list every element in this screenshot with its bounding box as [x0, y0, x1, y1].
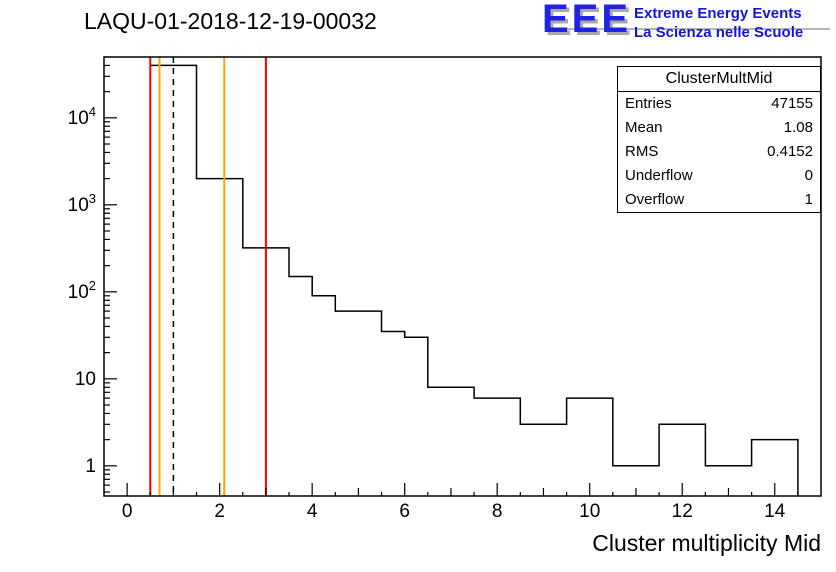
stats-label: Entries [625, 95, 672, 112]
svg-text:10: 10 [579, 501, 600, 522]
stats-value: 0 [804, 167, 813, 184]
svg-text:12: 12 [672, 501, 693, 522]
axis-tick-labels: 0 2 4 6 8 10 12 14 1 10 102 103 104 [68, 104, 786, 522]
marker-lines [149, 57, 267, 496]
svg-text:104: 104 [68, 104, 96, 129]
stats-box: ClusterMultMid Entries 47155 Mean 1.08 R… [617, 66, 821, 213]
stats-label: Mean [625, 119, 663, 136]
stats-box-title: ClusterMultMid [618, 67, 820, 92]
logo-subtitles: Extreme Energy Events La Scienza nelle S… [634, 4, 803, 43]
stats-row-underflow: Underflow 0 [618, 164, 820, 188]
svg-text:102: 102 [68, 278, 96, 303]
histogram-line [149, 64, 799, 496]
logo-subtitle-en: Extreme Energy Events [634, 5, 802, 22]
axis-ticks [104, 56, 799, 496]
eee-logo-text: EEE [542, 0, 632, 41]
eee-logo: EEE Extreme Energy Events La Scienza nel… [542, 0, 834, 47]
stats-value: 47155 [771, 95, 813, 112]
stats-value: 0.4152 [767, 143, 813, 160]
x-axis-title: Cluster multiplicity Mid [592, 530, 821, 556]
svg-text:4: 4 [307, 501, 318, 522]
stats-label: RMS [625, 143, 659, 160]
svg-text:1: 1 [85, 456, 96, 477]
stats-label: Underflow [625, 167, 693, 184]
plot-title: LAQU-01-2018-12-19-00032 [84, 8, 377, 34]
plot-frame [103, 56, 822, 497]
svg-text:14: 14 [764, 501, 786, 522]
stats-row-rms: RMS 0.4152 [618, 140, 820, 164]
stats-row-entries: Entries 47155 [618, 92, 820, 116]
stats-label: Overflow [625, 191, 685, 208]
stats-value: 1.08 [783, 119, 813, 136]
svg-text:10: 10 [75, 369, 96, 390]
svg-text:103: 103 [68, 191, 96, 216]
stats-value: 1 [804, 191, 813, 208]
logo-subtitle-it: La Scienza nelle Scuole [634, 24, 804, 41]
svg-text:6: 6 [399, 501, 410, 522]
stats-row-mean: Mean 1.08 [618, 116, 820, 140]
svg-text:0: 0 [122, 501, 133, 522]
stats-row-overflow: Overflow 1 [618, 188, 820, 212]
svg-text:8: 8 [492, 501, 503, 522]
svg-text:2: 2 [214, 501, 225, 522]
logo-rule [546, 28, 830, 30]
